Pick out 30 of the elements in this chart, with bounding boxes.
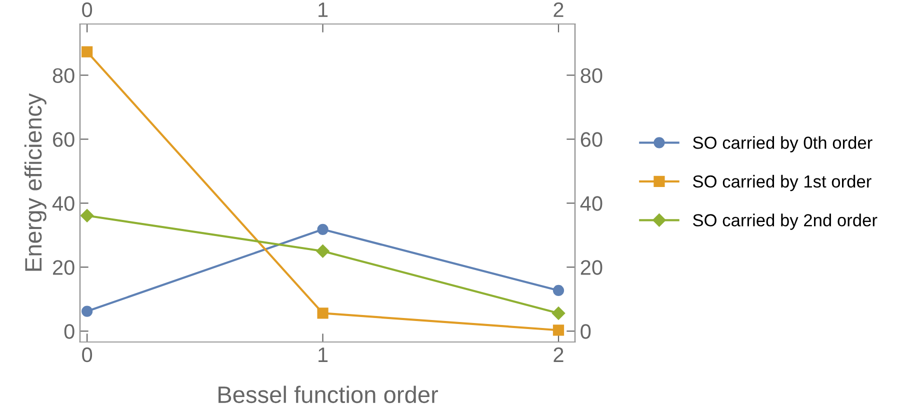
point (82, 46, 93, 58)
y-tick-label: 0 (64, 324, 74, 339)
point (552, 306, 566, 320)
legend-label: SO carried by 0th order (693, 136, 872, 152)
y-tick-label: 80 (52, 68, 74, 83)
y2-tick-label: 80 (580, 68, 602, 83)
y2-tick-label: 20 (580, 260, 602, 275)
point (316, 244, 330, 258)
legend-label: SO carried by 2nd order (693, 214, 878, 230)
x2-tick-label: 1 (318, 2, 328, 17)
x2-tick-label: 0 (82, 2, 92, 18)
x-tick-label: 1 (318, 348, 328, 362)
point (552, 284, 564, 296)
y2-tick-label: 0 (580, 324, 591, 339)
point (317, 308, 328, 319)
y-tick-label: 60 (53, 132, 74, 147)
point (317, 224, 328, 235)
point (82, 306, 93, 317)
point (552, 324, 564, 336)
point (80, 209, 94, 222)
y2-tick-label: 60 (580, 132, 602, 147)
y-axis-title: Energy efficiency (24, 93, 46, 271)
x-axis-title: Bessel function order (218, 386, 438, 404)
y-tick-label: 20 (53, 260, 74, 275)
x-tick-label: 0 (82, 347, 92, 362)
y-tick-label: 40 (52, 196, 74, 211)
legend-label: SO carried by 1st order (693, 174, 872, 192)
x-tick-label: 2 (554, 347, 564, 362)
y2-tick-label: 40 (580, 196, 602, 211)
x2-tick-label: 2 (554, 2, 564, 17)
